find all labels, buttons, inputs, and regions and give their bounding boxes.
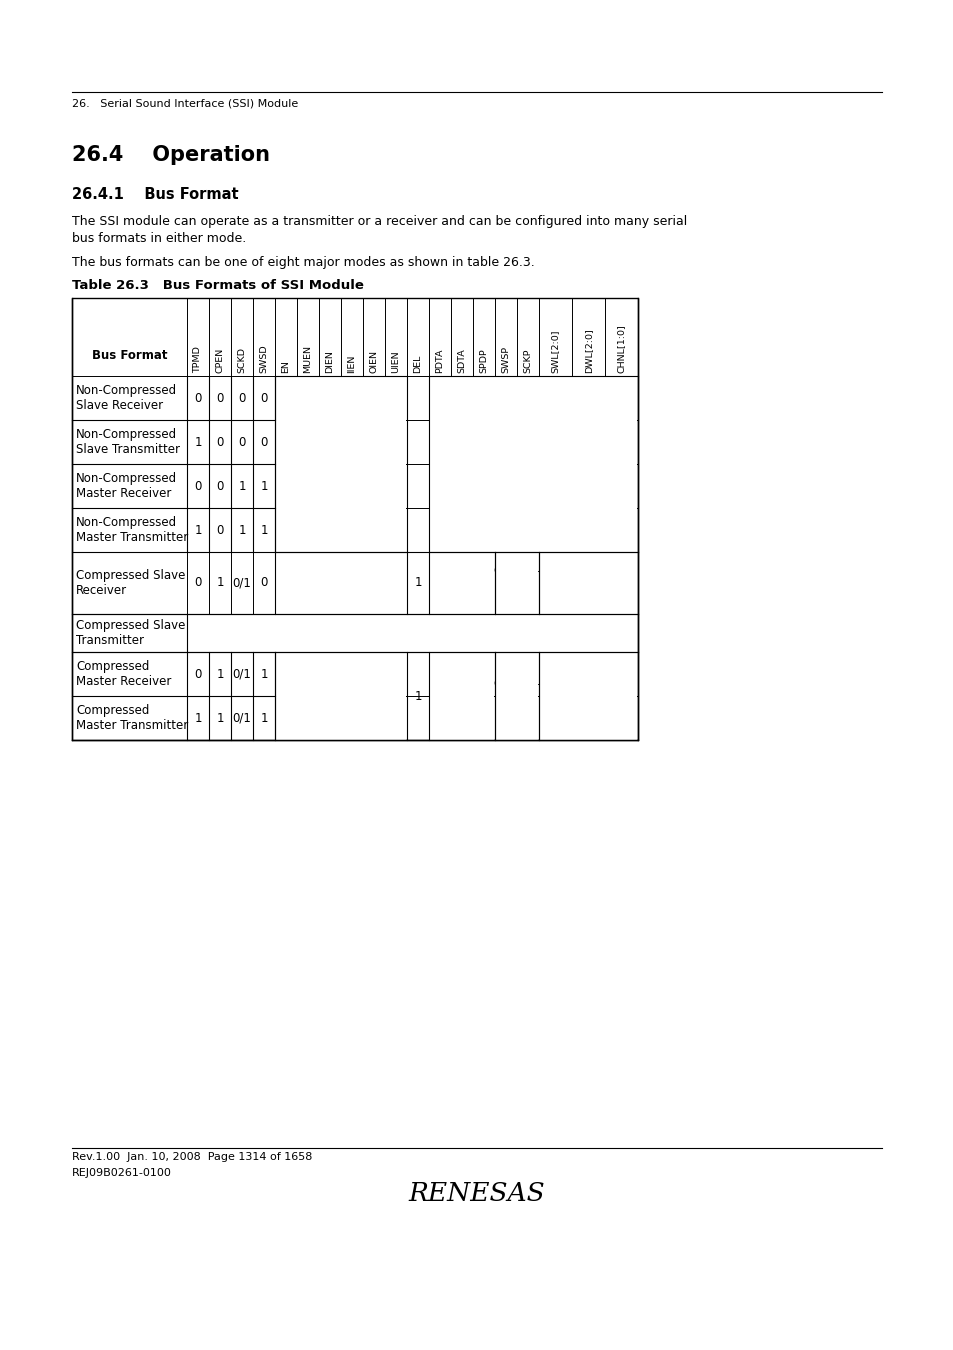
Text: IIEN: IIEN bbox=[347, 355, 356, 373]
Text: 1: 1 bbox=[414, 690, 421, 702]
Text: DIEN: DIEN bbox=[325, 350, 335, 373]
Text: 0: 0 bbox=[194, 576, 201, 590]
Text: 1: 1 bbox=[194, 436, 201, 448]
Bar bbox=[429, 552, 494, 614]
Text: 1: 1 bbox=[216, 711, 224, 725]
Text: 0/1: 0/1 bbox=[233, 667, 252, 680]
Text: 1: 1 bbox=[260, 479, 268, 493]
Text: Ignored: Ignored bbox=[564, 576, 612, 590]
Text: 1: 1 bbox=[216, 667, 224, 680]
Text: bus formats in either mode.: bus formats in either mode. bbox=[71, 232, 246, 244]
Text: REJ09B0261-0100: REJ09B0261-0100 bbox=[71, 1168, 172, 1179]
Text: The bus formats can be one of eight major modes as shown in table 26.3.: The bus formats can be one of eight majo… bbox=[71, 256, 535, 269]
Text: 0: 0 bbox=[216, 524, 223, 536]
Text: 1: 1 bbox=[260, 667, 268, 680]
Text: 26.4    Operation: 26.4 Operation bbox=[71, 144, 270, 165]
Text: CHNL[1:0]: CHNL[1:0] bbox=[617, 324, 625, 373]
Text: SCKD: SCKD bbox=[237, 347, 246, 373]
Text: 0: 0 bbox=[194, 667, 201, 680]
Text: 0: 0 bbox=[238, 392, 246, 405]
Text: Ignored: Ignored bbox=[437, 576, 485, 590]
Text: SWSD: SWSD bbox=[259, 344, 268, 373]
Text: Control bits: Control bits bbox=[305, 576, 376, 590]
Text: Non-Compressed
Slave Receiver: Non-Compressed Slave Receiver bbox=[76, 383, 177, 412]
Text: 1: 1 bbox=[414, 576, 421, 590]
Bar bbox=[275, 652, 406, 740]
Text: CPEN: CPEN bbox=[215, 348, 224, 373]
Text: 0: 0 bbox=[260, 576, 268, 590]
Text: Compressed
Master Receiver: Compressed Master Receiver bbox=[76, 660, 172, 688]
Text: MUEN: MUEN bbox=[303, 346, 313, 373]
Text: Rev.1.00  Jan. 10, 2008  Page 1314 of 1658: Rev.1.00 Jan. 10, 2008 Page 1314 of 1658 bbox=[71, 1152, 312, 1162]
Bar bbox=[275, 552, 406, 614]
Text: Ignored: Ignored bbox=[437, 690, 485, 702]
Text: Configuration bits: Configuration bits bbox=[477, 458, 589, 471]
Text: RENESAS: RENESAS bbox=[408, 1181, 545, 1206]
Text: 0: 0 bbox=[260, 436, 268, 448]
Text: 1: 1 bbox=[194, 711, 201, 725]
Text: 0/1: 0/1 bbox=[233, 576, 252, 590]
Text: SPDP: SPDP bbox=[479, 348, 488, 373]
Text: UIEN: UIEN bbox=[391, 351, 400, 373]
Text: Compressed Slave
Receiver: Compressed Slave Receiver bbox=[76, 568, 185, 597]
Text: OIEN: OIEN bbox=[369, 350, 378, 373]
Text: DWL[2:0]: DWL[2:0] bbox=[583, 328, 593, 373]
Text: 26.4.1    Bus Format: 26.4.1 Bus Format bbox=[71, 188, 238, 202]
Text: Non-Compressed
Master Transmitter: Non-Compressed Master Transmitter bbox=[76, 516, 188, 544]
Bar bbox=[429, 377, 637, 552]
Text: 0: 0 bbox=[194, 392, 201, 405]
Text: SCKP: SCKP bbox=[523, 348, 532, 373]
Bar bbox=[188, 614, 637, 652]
Text: 1: 1 bbox=[238, 524, 246, 536]
Text: Ignored: Ignored bbox=[564, 690, 612, 702]
Text: 0: 0 bbox=[238, 436, 246, 448]
Text: Configu-
ration
bits: Configu- ration bits bbox=[493, 567, 540, 599]
Text: 0: 0 bbox=[260, 392, 268, 405]
Text: Compressed
Master Transmitter: Compressed Master Transmitter bbox=[76, 703, 188, 732]
Text: Table 26.3   Bus Formats of SSI Module: Table 26.3 Bus Formats of SSI Module bbox=[71, 279, 363, 292]
Bar bbox=[495, 652, 537, 740]
Text: 0: 0 bbox=[216, 392, 223, 405]
Text: EN: EN bbox=[281, 360, 291, 373]
Text: DEL: DEL bbox=[413, 355, 422, 373]
Text: Cannot be used: Cannot be used bbox=[363, 626, 461, 640]
Text: 1: 1 bbox=[194, 524, 201, 536]
Bar bbox=[71, 298, 638, 740]
Bar bbox=[539, 652, 637, 740]
Text: SWSP: SWSP bbox=[501, 346, 510, 373]
Text: TPMD: TPMD bbox=[193, 346, 202, 373]
Text: Control bits: Control bits bbox=[305, 458, 376, 471]
Text: Control bits: Control bits bbox=[305, 690, 376, 702]
Text: Non-Compressed
Slave Transmitter: Non-Compressed Slave Transmitter bbox=[76, 428, 180, 456]
Text: Bus Format: Bus Format bbox=[91, 350, 167, 362]
Text: PDTA: PDTA bbox=[435, 348, 444, 373]
Bar bbox=[495, 552, 537, 614]
Text: SDTA: SDTA bbox=[457, 348, 466, 373]
Bar bbox=[275, 377, 406, 552]
Text: Configu-
ration
bits: Configu- ration bits bbox=[493, 679, 540, 713]
Bar bbox=[429, 652, 494, 740]
Text: Non-Compressed
Master Receiver: Non-Compressed Master Receiver bbox=[76, 472, 177, 499]
Text: 1: 1 bbox=[238, 479, 246, 493]
Text: 1: 1 bbox=[260, 524, 268, 536]
Text: The SSI module can operate as a transmitter or a receiver and can be configured : The SSI module can operate as a transmit… bbox=[71, 215, 686, 228]
Text: 26.   Serial Sound Interface (SSI) Module: 26. Serial Sound Interface (SSI) Module bbox=[71, 99, 298, 108]
Text: 0/1: 0/1 bbox=[233, 711, 252, 725]
Text: 0: 0 bbox=[216, 479, 223, 493]
Text: 1: 1 bbox=[216, 576, 224, 590]
Text: SWL[2:0]: SWL[2:0] bbox=[551, 329, 559, 373]
Text: 0: 0 bbox=[216, 436, 223, 448]
Bar bbox=[539, 552, 637, 614]
Text: 1: 1 bbox=[260, 711, 268, 725]
Text: 0: 0 bbox=[194, 479, 201, 493]
Text: Compressed Slave
Transmitter: Compressed Slave Transmitter bbox=[76, 620, 185, 647]
